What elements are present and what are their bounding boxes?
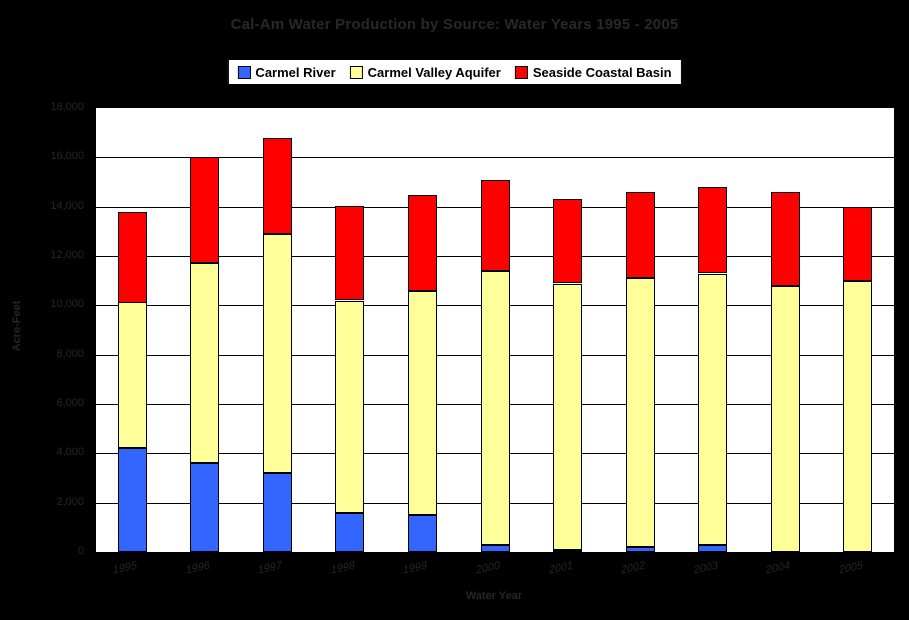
bar-2001: [553, 108, 583, 552]
x-tick-label-1999: 1999: [403, 559, 428, 577]
x-tick-label-2003: 2003: [693, 559, 718, 577]
x-tick-label-2001: 2001: [548, 559, 573, 577]
plot-area: [95, 107, 895, 555]
x-tick-label-2000: 2000: [475, 559, 501, 577]
bar-segment-2005-seaside-coastal-basin: [843, 207, 873, 281]
x-axis-title: Water Year: [465, 590, 523, 602]
bar-1998: [335, 108, 365, 552]
bar-segment-1998-carmel-valley-aquifer: [335, 301, 365, 513]
bar-1997: [262, 108, 292, 552]
bar-segment-1999-seaside-coastal-basin: [407, 195, 437, 291]
legend-label: Carmel Valley Aquifer: [367, 64, 501, 80]
legend-item-seaside-coastal-basin: Seaside Coastal Basin: [514, 64, 672, 80]
bar-segment-2002-carmel-valley-aquifer: [625, 278, 655, 547]
bar-segment-1995-seaside-coastal-basin: [117, 212, 147, 303]
bar-segment-1996-carmel-river: [190, 463, 220, 552]
bar-segment-1999-carmel-river: [407, 515, 437, 552]
y-axis-tick-labels: 0 2,000 4,000 6,000 8,000 10,000 12,000 14,000 1…: [0, 101, 89, 557]
y-tick-label-18-000: 18,000: [50, 101, 84, 113]
bar-segment-2002-carmel-river: [625, 547, 655, 552]
bar-2005: [843, 108, 873, 552]
bar-segment-2003-carmel-river: [698, 545, 728, 552]
bar-segment-2003-carmel-valley-aquifer: [698, 274, 728, 545]
bar-segment-1997-carmel-valley-aquifer: [262, 234, 292, 473]
bar-segment-1998-seaside-coastal-basin: [335, 206, 365, 300]
y-tick-label-14-000: 14,000: [50, 199, 84, 212]
bar-segment-1996-seaside-coastal-basin: [190, 157, 220, 263]
bar-segment-1995-carmel-river: [117, 448, 147, 552]
bar-2004: [770, 108, 800, 552]
bar-2002: [625, 108, 655, 552]
bar-segment-2001-carmel-valley-aquifer: [553, 284, 583, 550]
y-tick-label-8-000: 8,000: [56, 347, 84, 360]
x-tick-label-2002: 2002: [620, 559, 646, 577]
legend-item-carmel-river: Carmel River: [237, 64, 336, 80]
legend-chip-carmel-river: [237, 65, 251, 79]
legend: Carmel River Carmel Valley Aquifer Seaside…: [227, 59, 682, 85]
gridline-16000: [96, 157, 894, 159]
y-tick-label-10-000: 10,000: [50, 298, 84, 311]
bar-segment-2004-carmel-valley-aquifer: [770, 286, 800, 552]
bar-segment-1995-carmel-valley-aquifer: [117, 302, 147, 448]
bar-segment-1997-seaside-coastal-basin: [262, 138, 292, 234]
legend-label: Seaside Coastal Basin: [532, 64, 672, 80]
bar-segment-2001-carmel-river: [553, 550, 583, 552]
legend-chip-seaside-coastal-basin: [514, 65, 528, 79]
bar-2000: [480, 108, 510, 552]
y-tick-label-6-000: 6,000: [56, 397, 84, 409]
y-tick-label-12-000: 12,000: [50, 249, 84, 261]
x-tick-label-1995: 1995: [113, 559, 138, 577]
bar-2003: [698, 108, 728, 552]
bar-1999: [407, 108, 437, 552]
y-tick-label-16-000: 16,000: [50, 150, 84, 163]
bar-segment-2000-carmel-valley-aquifer: [480, 271, 510, 545]
bar-segment-1999-carmel-valley-aquifer: [407, 291, 437, 515]
x-axis-tick-labels: 1995 1996 1997 1998 1999 2000 2001 2002 2003 2004…: [95, 557, 893, 587]
bar-segment-2004-seaside-coastal-basin: [770, 192, 800, 286]
bar-segment-1997-carmel-river: [262, 473, 292, 552]
legend-chip-carmel-valley-aquifer: [349, 65, 363, 79]
bar-segment-2000-seaside-coastal-basin: [480, 180, 510, 271]
bar-segment-1998-carmel-river: [335, 513, 365, 552]
x-tick-label-2005: 2005: [838, 559, 863, 577]
y-tick-label-4-000: 4,000: [56, 446, 84, 459]
bar-segment-2001-seaside-coastal-basin: [553, 199, 583, 283]
x-tick-label-1998: 1998: [330, 559, 356, 577]
bar-segment-2002-seaside-coastal-basin: [625, 192, 655, 278]
x-tick-label-1997: 1997: [258, 559, 283, 577]
bar-1995: [117, 108, 147, 552]
legend-item-carmel-valley-aquifer: Carmel Valley Aquifer: [349, 64, 501, 80]
x-tick-label-1996: 1996: [185, 559, 210, 577]
bar-segment-2005-carmel-valley-aquifer: [843, 281, 873, 552]
x-tick-label-2004: 2004: [765, 559, 791, 577]
bar-segment-1996-carmel-valley-aquifer: [190, 263, 220, 463]
y-tick-label-0: 0: [77, 545, 84, 557]
bar-segment-2003-seaside-coastal-basin: [698, 187, 728, 273]
bar-segment-2000-carmel-river: [480, 545, 510, 552]
bar-1996: [190, 108, 220, 552]
chart-title: Cal-Am Water Production by Source: Water…: [230, 16, 679, 33]
y-tick-label-2-000: 2,000: [56, 495, 84, 508]
legend-label: Carmel River: [255, 64, 336, 80]
